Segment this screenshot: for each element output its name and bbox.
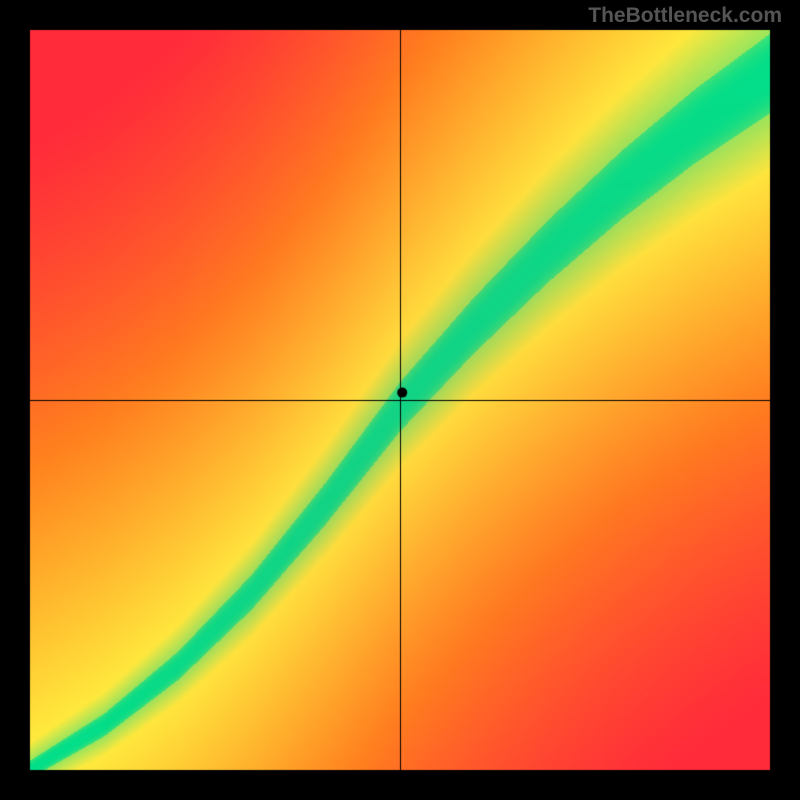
bottleneck-heatmap [0, 0, 800, 800]
chart-container: TheBottleneck.com [0, 0, 800, 800]
watermark-text: TheBottleneck.com [588, 4, 782, 28]
